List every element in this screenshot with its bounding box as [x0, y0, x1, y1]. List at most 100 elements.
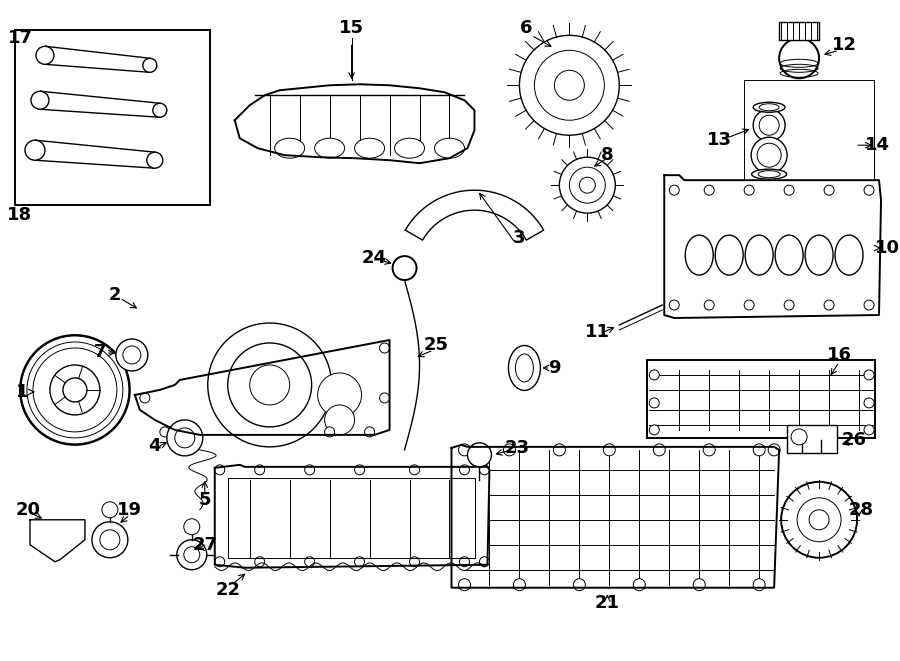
Circle shape [184, 547, 200, 563]
Ellipse shape [508, 346, 540, 391]
Circle shape [570, 167, 606, 203]
Ellipse shape [274, 138, 305, 158]
Polygon shape [405, 190, 544, 240]
Circle shape [305, 465, 315, 475]
Circle shape [560, 157, 616, 213]
Circle shape [480, 557, 490, 566]
Ellipse shape [716, 235, 743, 275]
Text: 28: 28 [849, 501, 874, 519]
Text: 14: 14 [865, 136, 889, 154]
Text: 6: 6 [520, 19, 533, 37]
Text: 7: 7 [94, 343, 106, 361]
Text: 3: 3 [513, 229, 526, 247]
Text: 15: 15 [339, 19, 365, 37]
Polygon shape [34, 140, 156, 168]
Text: 8: 8 [601, 146, 614, 164]
Text: 17: 17 [7, 29, 32, 48]
Circle shape [759, 115, 779, 136]
Text: 25: 25 [424, 336, 449, 354]
Circle shape [784, 185, 794, 195]
Polygon shape [135, 340, 390, 435]
Circle shape [460, 557, 470, 566]
Circle shape [603, 444, 616, 456]
Circle shape [318, 373, 362, 417]
Circle shape [704, 185, 715, 195]
Circle shape [140, 393, 149, 403]
Circle shape [175, 428, 194, 448]
Ellipse shape [745, 235, 773, 275]
Circle shape [215, 557, 225, 566]
Circle shape [503, 444, 516, 456]
Text: 19: 19 [117, 501, 142, 519]
Bar [15, 30, 210, 205]
Circle shape [649, 370, 660, 380]
Circle shape [649, 398, 660, 408]
Text: 18: 18 [7, 206, 32, 224]
Circle shape [31, 91, 49, 109]
Text: 22: 22 [215, 581, 240, 599]
Text: 13: 13 [706, 132, 732, 149]
Circle shape [458, 579, 471, 591]
Circle shape [50, 365, 100, 415]
Ellipse shape [753, 102, 785, 112]
Circle shape [410, 557, 419, 566]
Circle shape [649, 425, 660, 435]
Circle shape [92, 522, 128, 558]
Circle shape [634, 579, 645, 591]
Circle shape [653, 444, 665, 456]
Circle shape [554, 444, 565, 456]
Text: 10: 10 [875, 239, 899, 257]
Polygon shape [44, 46, 150, 72]
Circle shape [36, 46, 54, 64]
Ellipse shape [758, 171, 780, 178]
Circle shape [166, 420, 202, 456]
Circle shape [208, 323, 331, 447]
Circle shape [864, 425, 874, 435]
Circle shape [458, 444, 471, 456]
Circle shape [753, 579, 765, 591]
Circle shape [809, 510, 829, 529]
Circle shape [380, 393, 390, 403]
Circle shape [355, 557, 365, 566]
Ellipse shape [394, 138, 425, 158]
Circle shape [467, 443, 491, 467]
Circle shape [100, 529, 120, 550]
Text: 1: 1 [15, 383, 28, 401]
Circle shape [757, 143, 781, 167]
Polygon shape [664, 175, 881, 318]
Circle shape [364, 427, 374, 437]
Circle shape [744, 185, 754, 195]
Circle shape [519, 35, 619, 136]
Circle shape [573, 579, 585, 591]
Circle shape [554, 70, 584, 100]
Circle shape [797, 498, 842, 542]
Circle shape [753, 444, 765, 456]
Text: 9: 9 [548, 359, 561, 377]
Circle shape [153, 103, 166, 117]
Circle shape [460, 465, 470, 475]
Circle shape [513, 579, 526, 591]
Circle shape [380, 343, 390, 353]
Circle shape [392, 256, 417, 280]
Circle shape [824, 185, 834, 195]
Circle shape [693, 579, 706, 591]
Bar [788, 425, 837, 453]
Circle shape [228, 343, 311, 427]
Text: 11: 11 [585, 323, 610, 341]
Circle shape [160, 427, 170, 437]
Circle shape [864, 398, 874, 408]
Circle shape [255, 465, 265, 475]
Circle shape [784, 300, 794, 310]
Text: 16: 16 [826, 346, 851, 364]
Ellipse shape [835, 235, 863, 275]
Polygon shape [235, 84, 474, 163]
Circle shape [147, 152, 163, 168]
Bar [744, 80, 874, 185]
Circle shape [176, 540, 207, 570]
Circle shape [824, 300, 834, 310]
Circle shape [670, 300, 680, 310]
Circle shape [116, 339, 148, 371]
Circle shape [325, 427, 335, 437]
Circle shape [744, 300, 754, 310]
Ellipse shape [355, 138, 384, 158]
